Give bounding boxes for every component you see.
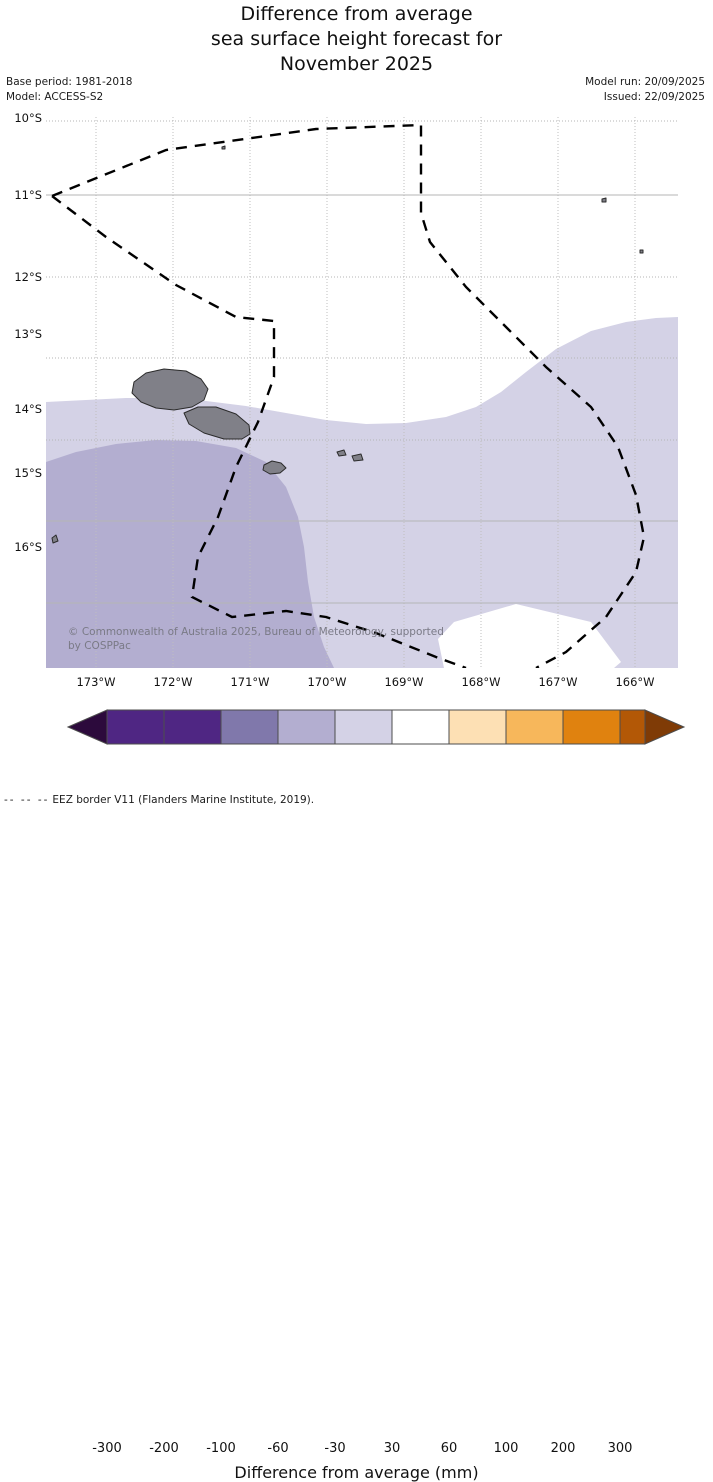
cb-tick-pos300: 300 <box>607 1441 633 1456</box>
island-speck-northeast <box>601 197 607 203</box>
colorbar-bin-0 <box>106 709 165 745</box>
colorbar: -300 -200 -100 -60 -30 30 60 100 200 300… <box>0 705 713 1482</box>
y-tick-label-11S: 11°S <box>14 188 42 202</box>
cb-tick-pos30: 30 <box>383 1441 401 1456</box>
x-tick-label-172W: 172°W <box>153 675 193 689</box>
y-tick-label-15S: 15°S <box>14 466 42 480</box>
map-gridlines-lat <box>46 120 678 604</box>
colorbar-axis-label: Difference from average (mm) <box>234 1463 479 1482</box>
cb-tick-pos200: 200 <box>550 1441 576 1456</box>
cb-tick-neg200: -200 <box>149 1441 179 1456</box>
metadata-left: Base period: 1981-2018 Model: ACCESS-S2 <box>6 75 132 105</box>
cb-tick-neg60: -60 <box>267 1441 289 1456</box>
island-ofu <box>336 449 347 457</box>
colorbar-bin-3 <box>277 709 336 745</box>
x-tick-label-173W: 173°W <box>76 675 116 689</box>
y-tick-label-10S: 10°S <box>14 111 42 125</box>
colorbar-bin-2 <box>220 709 279 745</box>
x-tick-label-170W: 170°W <box>307 675 347 689</box>
x-tick-label-169W: 169°W <box>384 675 424 689</box>
anomaly-band-neg100-neg60 <box>46 440 334 668</box>
map-plot-area <box>46 117 678 668</box>
island-speck-east <box>639 249 644 254</box>
island-speck-west <box>221 145 226 150</box>
eez-dash-glyph: -- -- -- <box>4 794 50 806</box>
attribution-line-2: by COSPPac <box>68 640 131 652</box>
map-gridlines <box>95 117 636 668</box>
eez-border <box>51 123 646 668</box>
landmasses <box>51 145 644 544</box>
island-savaii <box>131 368 209 411</box>
y-tick-label-16S: 16°S <box>14 540 42 554</box>
cb-tick-neg300: -300 <box>92 1441 122 1456</box>
colorbar-bin-4 <box>334 709 393 745</box>
anomaly-patch-neutral-southeast <box>438 604 621 668</box>
base-period-label: Base period: 1981-2018 <box>6 76 133 88</box>
x-tick-label-167W: 167°W <box>538 675 578 689</box>
cb-tick-neg100: -100 <box>206 1441 236 1456</box>
x-tick-label-168W: 168°W <box>461 675 501 689</box>
colorbar-tick-labels: -300 -200 -100 -60 -30 30 60 100 200 300 <box>0 1441 713 1459</box>
eez-footer-text: EEZ border V11 (Flanders Marine Institut… <box>52 794 315 806</box>
issued-label: Issued: 22/09/2025 <box>603 91 705 103</box>
island-speck-southwest <box>51 534 59 544</box>
colorbar-bin-5 <box>391 709 450 745</box>
x-tick-label-166W: 166°W <box>615 675 655 689</box>
title-line-3: November 2025 <box>279 53 434 75</box>
colorbar-under-arrow <box>66 709 108 745</box>
y-tick-label-12S: 12°S <box>14 270 42 284</box>
colorbar-svg <box>66 709 686 745</box>
map-attribution: © Commonwealth of Australia 2025, Bureau… <box>68 625 508 653</box>
x-tick-label-171W: 171°W <box>230 675 270 689</box>
colorbar-over-arrow <box>644 709 686 745</box>
cb-tick-neg30: -30 <box>324 1441 346 1456</box>
colorbar-bin-7 <box>505 709 564 745</box>
attribution-line-1: © Commonwealth of Australia 2025, Bureau… <box>68 626 444 638</box>
title-line-1: Difference from average <box>240 3 473 25</box>
model-label: Model: ACCESS-S2 <box>6 91 104 103</box>
y-tick-label-13S: 13°S <box>14 327 42 341</box>
island-tau <box>351 453 364 462</box>
footer-legend-note: -- -- -- EEZ border V11 (Flanders Marine … <box>4 794 314 806</box>
model-run-label: Model run: 20/09/2025 <box>585 76 705 88</box>
cb-tick-pos60: 60 <box>440 1441 458 1456</box>
map-svg <box>46 117 678 668</box>
metadata-right: Model run: 20/09/2025 Issued: 22/09/2025 <box>585 75 705 105</box>
island-tutuila <box>262 460 287 475</box>
colorbar-bin-6 <box>448 709 507 745</box>
colorbar-bin-8 <box>562 709 621 745</box>
colorbar-bin-1 <box>163 709 222 745</box>
colorbar-bin-9 <box>619 709 646 745</box>
title-line-2: sea surface height forecast for <box>210 28 503 50</box>
y-tick-label-14S: 14°S <box>14 402 42 416</box>
cb-tick-pos100: 100 <box>493 1441 519 1456</box>
page-title: Difference from average sea surface heig… <box>0 2 713 77</box>
island-upolu <box>183 406 251 440</box>
